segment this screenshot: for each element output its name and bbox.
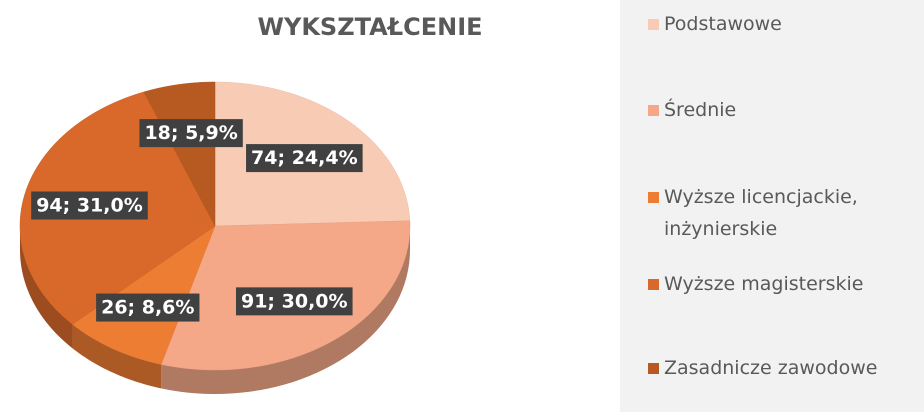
data-label-box	[235, 287, 353, 316]
legend-item: Zasadnicze zawodowe	[648, 352, 904, 384]
legend-label: Wyższe magisterskie	[664, 273, 864, 295]
pie-side	[72, 324, 162, 389]
legend-swatch	[648, 105, 659, 116]
data-label-text: 94; 31,0%	[36, 194, 143, 216]
legend-label: Podstawowe	[664, 13, 782, 35]
pie-slice	[143, 81, 216, 227]
legend-swatch	[648, 19, 659, 30]
data-label-text: 26; 8,6%	[101, 297, 194, 319]
pie-side	[161, 226, 410, 394]
data-label: 94; 31,0%	[31, 191, 148, 220]
data-label-box	[96, 293, 200, 322]
data-label-text: 91; 30,0%	[241, 290, 348, 312]
chart-title: WYKSZTAŁCENIE	[257, 13, 482, 41]
legend-label: Wyższe licencjackie, inżynierskie	[664, 186, 858, 240]
data-label: 91; 30,0%	[235, 287, 353, 316]
legend-item: Wyższe magisterskie	[648, 268, 904, 300]
legend-item: Podstawowe	[648, 8, 904, 40]
data-label-text: 74; 24,4%	[251, 147, 358, 169]
legend-swatch	[648, 192, 659, 203]
plot: WYKSZTAŁCENIE 74; 24,4% 91; 30,0% 26; 8,6%…	[19, 13, 483, 394]
legend-label: Zasadnicze zawodowe	[664, 357, 878, 379]
legend-item: Średnie	[648, 94, 904, 126]
data-label-box	[246, 144, 363, 173]
pie-side	[20, 226, 73, 349]
legend-label: Średnie	[664, 99, 737, 121]
data-label: 26; 8,6%	[96, 293, 200, 322]
data-label: 74; 24,4%	[246, 144, 363, 173]
data-label-box	[31, 191, 148, 220]
legend-swatch	[648, 279, 659, 290]
data-label-box	[139, 119, 243, 148]
legend-item: Wyższe licencjackie, inżynierskie	[648, 181, 904, 245]
data-label: 18; 5,9%	[139, 119, 243, 148]
legend: Podstawowe Średnie Wyższe licencjackie, in…	[620, 0, 924, 412]
legend-swatch	[648, 363, 659, 374]
data-label-text: 18; 5,9%	[144, 122, 237, 144]
